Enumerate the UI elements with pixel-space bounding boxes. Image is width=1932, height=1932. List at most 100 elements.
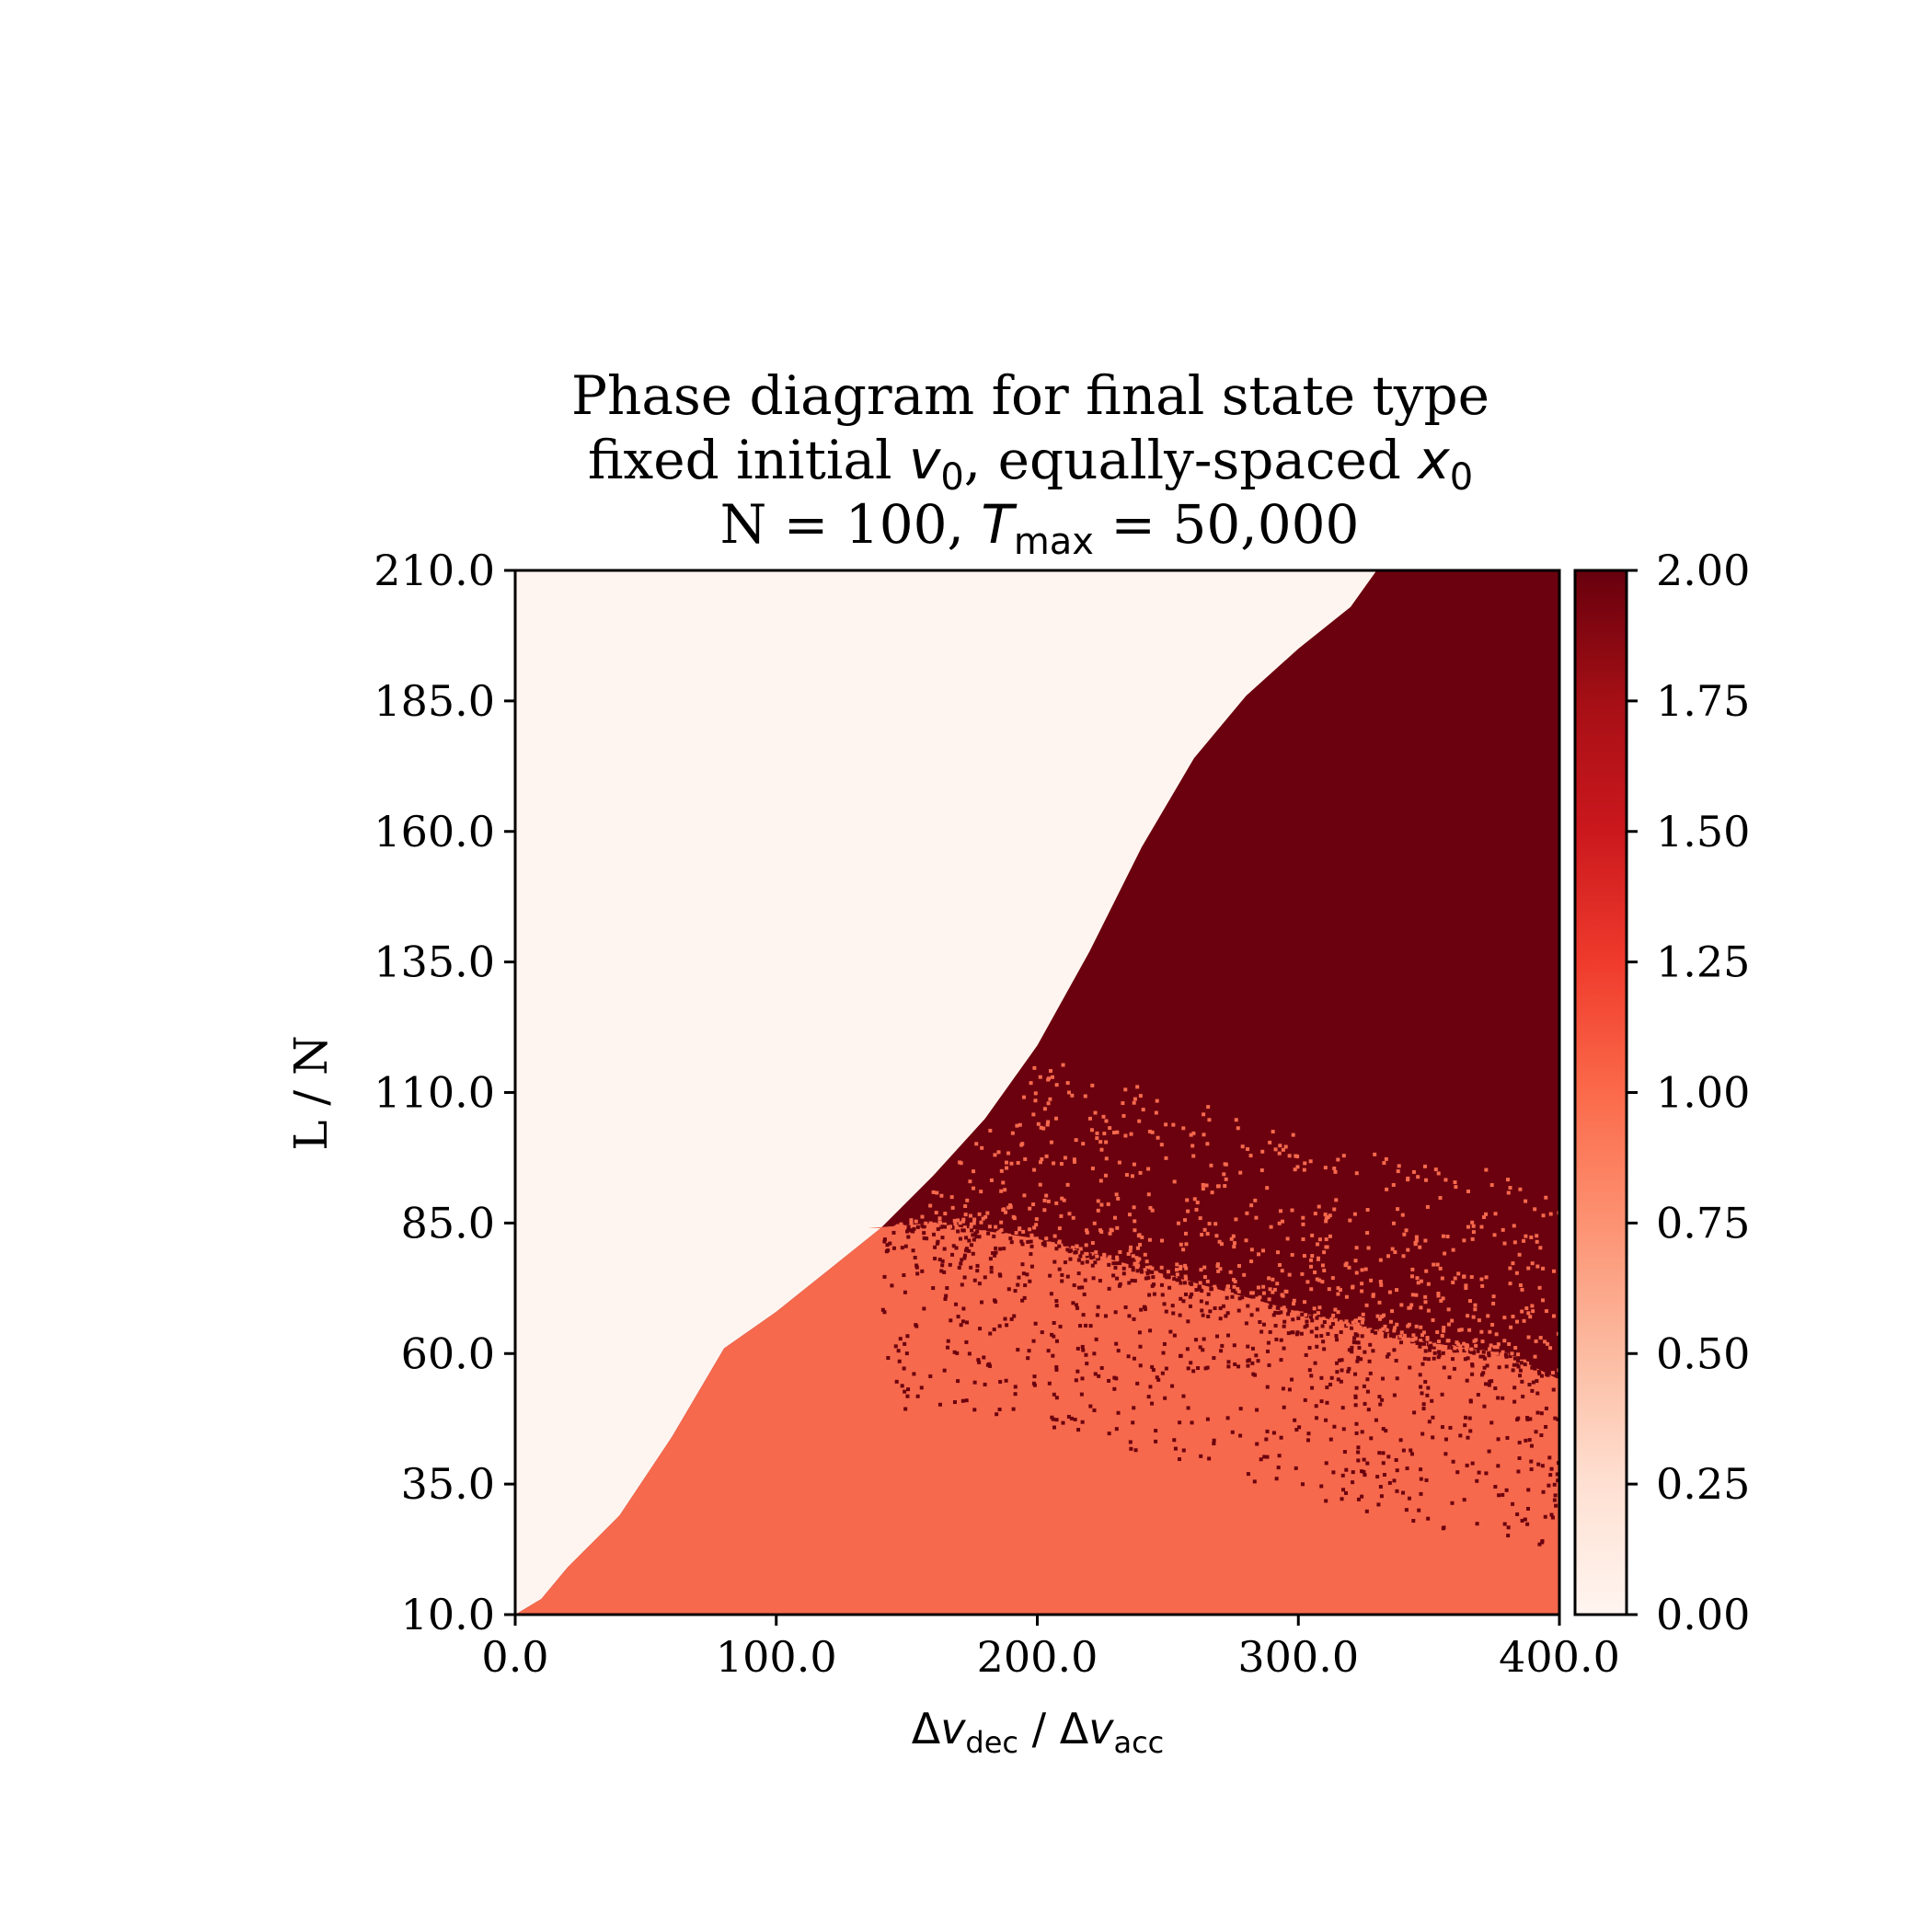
speckle: [1189, 1133, 1193, 1137]
colorbar: 0.000.250.500.751.001.251.501.752.00: [1573, 546, 1750, 1639]
speckle: [1225, 1295, 1229, 1300]
y-tick-label: 160.0: [374, 807, 495, 857]
speckle: [1399, 1330, 1404, 1335]
speckle: [1502, 1241, 1507, 1246]
speckle: [1379, 1282, 1384, 1287]
speckle: [1271, 1431, 1276, 1435]
heatmap-plot: [513, 569, 1561, 1616]
speckle: [1328, 1325, 1333, 1329]
speckle: [1046, 1199, 1051, 1203]
speckle: [1118, 1260, 1122, 1265]
speckle: [1144, 1276, 1148, 1281]
speckle: [1076, 1271, 1081, 1276]
speckle: [1256, 1359, 1260, 1363]
speckle: [1207, 1456, 1212, 1461]
speckle: [1354, 1386, 1359, 1390]
speckle: [1324, 1418, 1328, 1422]
speckle: [1181, 1248, 1186, 1252]
speckle: [1479, 1225, 1484, 1229]
speckle: [1442, 1525, 1446, 1530]
speckle: [1202, 1133, 1206, 1137]
speckle: [1419, 1341, 1423, 1346]
speckle: [1269, 1225, 1273, 1229]
speckle: [1319, 1399, 1324, 1404]
speckle: [1360, 1268, 1364, 1272]
speckle: [1057, 1244, 1062, 1248]
speckle: [1443, 1345, 1448, 1350]
speckle: [968, 1179, 972, 1184]
speckle: [1327, 1287, 1331, 1292]
speckle: [1473, 1303, 1478, 1307]
speckle: [1255, 1442, 1259, 1446]
speckle: [1294, 1428, 1299, 1432]
speckle: [1407, 1496, 1411, 1501]
speckle: [998, 1273, 1003, 1278]
speckle: [1554, 1503, 1558, 1508]
speckle: [1533, 1207, 1537, 1212]
speckle: [1114, 1427, 1119, 1432]
speckle: [1184, 1266, 1189, 1271]
speckle: [1146, 1276, 1151, 1281]
speckle: [1114, 1261, 1119, 1266]
speckle: [1048, 1273, 1052, 1278]
speckle: [1512, 1224, 1516, 1228]
speckle: [1417, 1508, 1421, 1512]
speckle: [1277, 1454, 1282, 1458]
speckle: [1411, 1519, 1416, 1524]
speckle: [1080, 1285, 1085, 1290]
speckle: [1346, 1369, 1351, 1374]
speckle: [1134, 1256, 1139, 1260]
speckle: [1350, 1326, 1354, 1330]
speckle: [1455, 1470, 1460, 1475]
speckle: [1383, 1334, 1387, 1339]
speckle: [1368, 1342, 1373, 1347]
speckle: [1096, 1208, 1100, 1213]
speckle: [1163, 1273, 1167, 1278]
speckle: [1186, 1319, 1190, 1324]
speckle: [1305, 1438, 1310, 1443]
speckle: [1550, 1515, 1555, 1520]
speckle: [1261, 1284, 1266, 1289]
speckle: [1315, 1334, 1319, 1339]
speckle: [1199, 1299, 1203, 1304]
speckle: [1397, 1164, 1401, 1168]
speckle: [960, 1319, 965, 1324]
speckle: [1462, 1274, 1466, 1279]
speckle: [1360, 1282, 1364, 1286]
speckle: [1405, 1466, 1409, 1471]
x-tick-label: 400.0: [1499, 1632, 1620, 1682]
speckle: [1113, 1266, 1118, 1271]
speckle: [1496, 1437, 1501, 1442]
speckle: [1147, 1129, 1152, 1133]
speckle: [1225, 1285, 1230, 1290]
speckle: [1471, 1315, 1476, 1319]
speckle: [1236, 1289, 1241, 1294]
speckle: [1340, 1473, 1345, 1478]
speckle: [1290, 1252, 1294, 1257]
speckle: [1038, 1182, 1042, 1187]
speckle: [1189, 1361, 1193, 1365]
speckle: [1470, 1372, 1475, 1376]
speckle: [1279, 1358, 1283, 1363]
speckle: [1299, 1331, 1304, 1336]
speckle: [1093, 1372, 1098, 1376]
speckle: [1371, 1294, 1375, 1298]
speckle: [1370, 1329, 1374, 1334]
speckle: [1029, 1237, 1034, 1242]
speckle: [1409, 1303, 1414, 1307]
speckle: [1548, 1346, 1553, 1351]
speckle: [1478, 1354, 1483, 1359]
speckle: [960, 1258, 964, 1262]
speckle: [1336, 1377, 1340, 1382]
colorbar-tick-label: 0.75: [1656, 1198, 1750, 1248]
speckle: [1033, 1321, 1038, 1326]
speckle: [1544, 1309, 1548, 1314]
speckle: [1039, 1160, 1043, 1165]
speckle: [1366, 1408, 1371, 1412]
speckle: [1022, 1193, 1027, 1198]
speckle: [1080, 1376, 1085, 1381]
speckle: [1071, 1215, 1075, 1220]
speckle: [1310, 1386, 1315, 1390]
speckle: [1117, 1160, 1121, 1165]
speckle: [1083, 1278, 1087, 1282]
